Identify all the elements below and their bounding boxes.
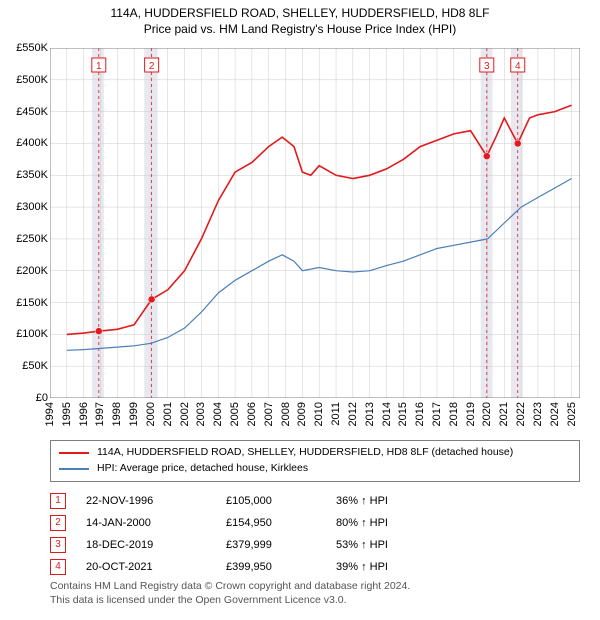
sale-marker-icon: 3	[50, 537, 66, 553]
legend-item-property: 114A, HUDDERSFIELD ROAD, SHELLEY, HUDDER…	[59, 445, 571, 461]
x-tick-label: 2015	[397, 402, 409, 426]
y-tick-label: £450K	[4, 106, 48, 118]
legend-label: 114A, HUDDERSFIELD ROAD, SHELLEY, HUDDER…	[97, 445, 513, 461]
footer-line-2: This data is licensed under the Open Gov…	[50, 594, 410, 608]
sale-marker-icon: 2	[50, 515, 66, 531]
x-tick-label: 2024	[549, 402, 561, 426]
y-tick-label: £200K	[4, 265, 48, 277]
footer: Contains HM Land Registry data © Crown c…	[50, 580, 410, 607]
chart-svg: 1 2 3 4	[50, 48, 580, 398]
y-tick-label: £500K	[4, 74, 48, 86]
svg-text:2: 2	[149, 61, 155, 72]
sale-price: £105,000	[226, 495, 336, 507]
x-tick-label: 2001	[162, 402, 174, 426]
x-tick-label: 2010	[313, 402, 325, 426]
x-tick-label: 2007	[263, 402, 275, 426]
legend-label: HPI: Average price, detached house, Kirk…	[97, 461, 308, 477]
legend-swatch	[59, 468, 89, 470]
svg-text:3: 3	[484, 61, 490, 72]
x-tick-label: 1996	[78, 402, 90, 426]
x-tick-label: 2004	[212, 402, 224, 426]
sale-marker-icon: 1	[50, 493, 66, 509]
x-tick-label: 2000	[145, 402, 157, 426]
plot-area: 1 2 3 4	[50, 48, 580, 398]
y-tick-label: £350K	[4, 169, 48, 181]
y-tick-label: £400K	[4, 137, 48, 149]
x-tick-label: 2002	[179, 402, 191, 426]
y-tick-label: £150K	[4, 297, 48, 309]
y-tick-label: £250K	[4, 233, 48, 245]
x-tick-label: 1999	[128, 402, 140, 426]
x-tick-label: 1998	[111, 402, 123, 426]
sale-date: 22-NOV-1996	[86, 495, 226, 507]
x-tick-label: 2017	[431, 402, 443, 426]
y-tick-label: £100K	[4, 328, 48, 340]
x-tick-label: 2023	[532, 402, 544, 426]
x-tick-label: 2005	[229, 402, 241, 426]
legend: 114A, HUDDERSFIELD ROAD, SHELLEY, HUDDER…	[50, 440, 580, 482]
title-line-2: Price paid vs. HM Land Registry's House …	[0, 22, 600, 38]
x-tick-label: 2006	[246, 402, 258, 426]
sale-date: 14-JAN-2000	[86, 517, 226, 529]
y-tick-label: £50K	[4, 360, 48, 372]
x-tick-label: 1997	[94, 402, 106, 426]
y-tick-label: £550K	[4, 42, 48, 54]
y-tick-label: £300K	[4, 201, 48, 213]
sale-marker-icon: 4	[50, 559, 66, 575]
x-tick-label: 2009	[296, 402, 308, 426]
y-tick-label: £0	[4, 392, 48, 404]
x-tick-label: 2013	[364, 402, 376, 426]
chart-container: 114A, HUDDERSFIELD ROAD, SHELLEY, HUDDER…	[0, 0, 600, 620]
x-tick-label: 2012	[347, 402, 359, 426]
legend-item-hpi: HPI: Average price, detached house, Kirk…	[59, 461, 571, 477]
x-tick-label: 2025	[566, 402, 578, 426]
x-tick-label: 2019	[465, 402, 477, 426]
sale-date: 20-OCT-2021	[86, 561, 226, 573]
sale-date: 18-DEC-2019	[86, 539, 226, 551]
sales-row: 3 18-DEC-2019£379,99953% ↑ HPI	[50, 534, 580, 556]
sales-row: 2 14-JAN-2000£154,95080% ↑ HPI	[50, 512, 580, 534]
x-tick-label: 2021	[498, 402, 510, 426]
footer-line-1: Contains HM Land Registry data © Crown c…	[50, 580, 410, 594]
sale-price: £154,950	[226, 517, 336, 529]
sale-price: £379,999	[226, 539, 336, 551]
sale-pct: 36% ↑ HPI	[336, 495, 456, 507]
sales-row: 1 22-NOV-1996£105,00036% ↑ HPI	[50, 490, 580, 512]
svg-text:4: 4	[515, 61, 521, 72]
sales-row: 4 20-OCT-2021£399,95039% ↑ HPI	[50, 556, 580, 578]
sale-pct: 80% ↑ HPI	[336, 517, 456, 529]
title-line-1: 114A, HUDDERSFIELD ROAD, SHELLEY, HUDDER…	[0, 6, 600, 22]
x-tick-label: 2018	[448, 402, 460, 426]
sales-table: 1 22-NOV-1996£105,00036% ↑ HPI 2 14-JAN-200…	[50, 490, 580, 578]
legend-swatch	[59, 452, 89, 454]
x-tick-label: 2003	[195, 402, 207, 426]
x-tick-label: 1995	[61, 402, 73, 426]
x-tick-label: 1994	[44, 402, 56, 426]
chart-title: 114A, HUDDERSFIELD ROAD, SHELLEY, HUDDER…	[0, 0, 600, 37]
sale-price: £399,950	[226, 561, 336, 573]
svg-text:1: 1	[96, 61, 102, 72]
x-tick-label: 2020	[481, 402, 493, 426]
sale-pct: 53% ↑ HPI	[336, 539, 456, 551]
x-tick-label: 2011	[330, 402, 342, 426]
x-tick-label: 2022	[515, 402, 527, 426]
x-tick-label: 2014	[381, 402, 393, 426]
sale-pct: 39% ↑ HPI	[336, 561, 456, 573]
x-tick-label: 2016	[414, 402, 426, 426]
x-tick-label: 2008	[280, 402, 292, 426]
